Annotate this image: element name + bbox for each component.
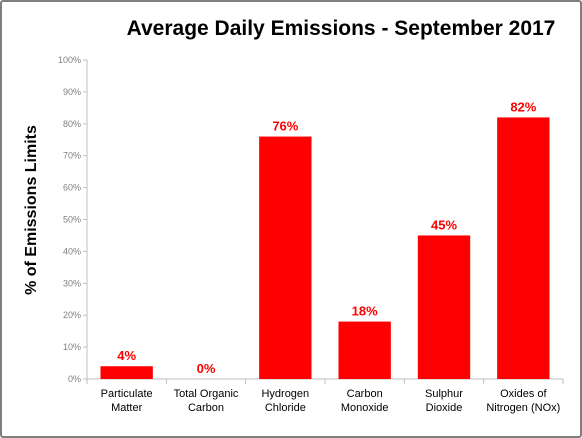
- x-category-label: Particulate: [101, 388, 153, 400]
- y-tick-label: 50%: [63, 215, 81, 225]
- x-category-label: Oxides of: [500, 388, 547, 400]
- bar: [259, 136, 312, 379]
- x-category-label: Chloride: [265, 402, 306, 414]
- y-axis-label: % of Emissions Limits: [23, 125, 40, 295]
- y-tick-label: 0%: [68, 374, 81, 384]
- x-category-label: Matter: [111, 402, 143, 414]
- y-tick-label: 10%: [63, 342, 81, 352]
- y-tick-label: 80%: [63, 119, 81, 129]
- x-category-label: Dioxide: [426, 402, 463, 414]
- y-tick-label: 30%: [63, 278, 81, 288]
- data-label: 0%: [197, 361, 216, 376]
- x-category-label: Hydrogen: [261, 388, 309, 400]
- y-tick-label: 20%: [63, 310, 81, 320]
- y-tick-label: 100%: [58, 55, 81, 65]
- data-label: 82%: [510, 99, 536, 114]
- y-tick-label: 40%: [63, 246, 81, 256]
- x-category-label: Nitrogen (NOx): [486, 402, 560, 414]
- plot-area: 0% 10% 20% 30% 40% 50% 60% 70% 80% 90% 100% 4% Parti…: [58, 55, 564, 414]
- x-category-label: Sulphur: [425, 388, 463, 400]
- data-label: 18%: [352, 304, 378, 319]
- chart-title: Average Daily Emissions - September 2017: [127, 17, 556, 40]
- y-tick-label: 60%: [63, 183, 81, 193]
- y-tick-label: 70%: [63, 151, 81, 161]
- bar: [100, 366, 153, 379]
- y-tick-label: 90%: [63, 87, 81, 97]
- bar: [497, 117, 550, 380]
- x-category-label: Carbon: [188, 402, 224, 414]
- data-label: 45%: [431, 217, 457, 232]
- x-category-label: Total Organic: [174, 388, 239, 400]
- data-label: 4%: [117, 348, 136, 363]
- bar: [417, 235, 471, 379]
- bar: [338, 321, 391, 379]
- data-label: 76%: [272, 119, 298, 134]
- x-category-label: Monoxide: [341, 402, 389, 414]
- x-category-label: Carbon: [347, 388, 383, 400]
